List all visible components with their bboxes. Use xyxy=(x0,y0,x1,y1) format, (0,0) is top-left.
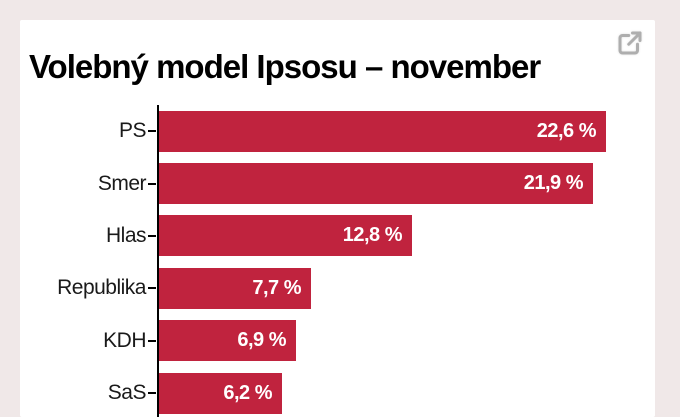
axis-tick xyxy=(148,234,156,237)
axis-tick xyxy=(148,182,156,185)
value-label: 12,8 % xyxy=(342,224,403,247)
chart-row: Hlas 12,8 % xyxy=(20,210,655,262)
chart-row: PS 22,6 % xyxy=(20,105,655,157)
category-label: Hlas xyxy=(105,223,147,247)
external-link-icon xyxy=(615,28,645,58)
chart-row: Republika 7,7 % xyxy=(20,262,655,314)
category-label: SaS xyxy=(107,381,147,405)
chart-row: KDH 6,9 % xyxy=(20,315,655,367)
bar-sas: 6,2 % xyxy=(159,372,282,414)
bar-smer: 21,9 % xyxy=(159,163,593,205)
value-label: 6,9 % xyxy=(237,329,286,352)
bar-kdh: 6,9 % xyxy=(159,320,296,362)
chart-title: Volebný model Ipsosu – november xyxy=(29,48,541,86)
bar-ps: 22,6 % xyxy=(159,110,606,152)
value-label: 6,2 % xyxy=(223,381,272,404)
category-label: Republika xyxy=(57,276,146,300)
value-label: 7,7 % xyxy=(252,276,301,299)
bar-republika: 7,7 % xyxy=(159,267,311,309)
category-label: PS xyxy=(118,119,147,143)
category-label: KDH xyxy=(103,328,146,352)
plot-area: PS 22,6 % Smer 21,9 % Hlas 12,8 % Republika 7,7… xyxy=(20,105,655,417)
chart-row: SaS 6,2 % xyxy=(20,367,655,417)
y-axis-line xyxy=(157,105,159,417)
category-label: Smer xyxy=(97,171,147,195)
chart-card: Volebný model Ipsosu – november PS 22,6 %… xyxy=(20,20,655,417)
axis-tick xyxy=(148,130,156,133)
expand-button[interactable] xyxy=(613,27,646,59)
bar-hlas: 12,8 % xyxy=(159,215,412,257)
value-label: 22,6 % xyxy=(536,119,597,142)
axis-tick xyxy=(148,287,156,290)
value-label: 21,9 % xyxy=(523,172,584,195)
axis-tick xyxy=(148,392,156,395)
chart-row: Smer 21,9 % xyxy=(20,157,655,209)
axis-tick xyxy=(148,339,156,342)
